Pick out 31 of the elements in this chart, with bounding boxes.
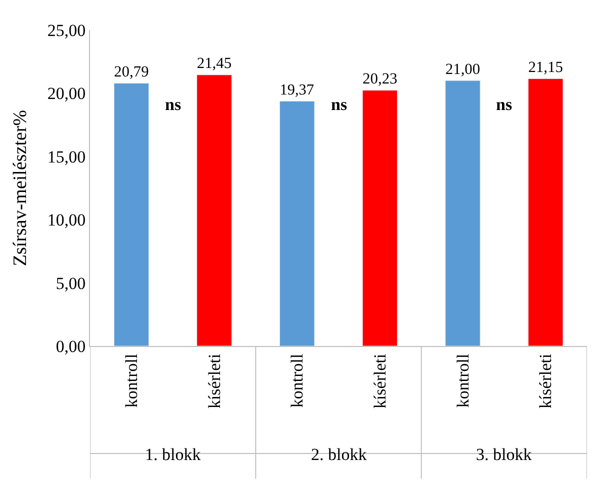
annotation: ns: [165, 95, 182, 114]
annotation: ns: [331, 95, 348, 114]
bar: [279, 100, 315, 346]
data-label: 21,00: [445, 60, 480, 78]
bar: [528, 78, 564, 346]
y-tick-label: 25,00: [47, 20, 86, 40]
bar: [114, 82, 150, 346]
x-tick-label: kontroll: [288, 354, 307, 408]
y-tick-label: 10,00: [47, 210, 86, 230]
y-axis-title: Zsírsav-meilészter%: [10, 110, 32, 266]
x-tick-label: kontroll: [453, 354, 472, 408]
x-tick-label: kísérleti: [204, 354, 224, 409]
data-label: 19,37: [280, 82, 314, 99]
x-tick-label: kísérleti: [370, 354, 390, 409]
y-tick-label: 15,00: [47, 147, 86, 166]
y-tick-label: 20,00: [47, 84, 86, 104]
x-tick-label: kontroll: [122, 354, 141, 408]
text: 3. blokk: [476, 445, 532, 464]
data-label: 21,45: [196, 55, 232, 72]
bar: [445, 80, 480, 346]
data-label: 20,79: [114, 64, 150, 81]
y-tick-label: 5,00: [56, 274, 86, 293]
data-label: 20,23: [362, 70, 398, 88]
y-tick-label: 0,00: [56, 336, 86, 356]
annotation: ns: [496, 95, 512, 114]
x-tick-label: kísérleti: [536, 354, 556, 409]
text: 2. blokk: [311, 445, 368, 464]
text: 1. blokk: [145, 445, 202, 464]
bar: [196, 74, 232, 346]
bar: [362, 90, 398, 346]
data-label: 21,15: [528, 59, 564, 76]
